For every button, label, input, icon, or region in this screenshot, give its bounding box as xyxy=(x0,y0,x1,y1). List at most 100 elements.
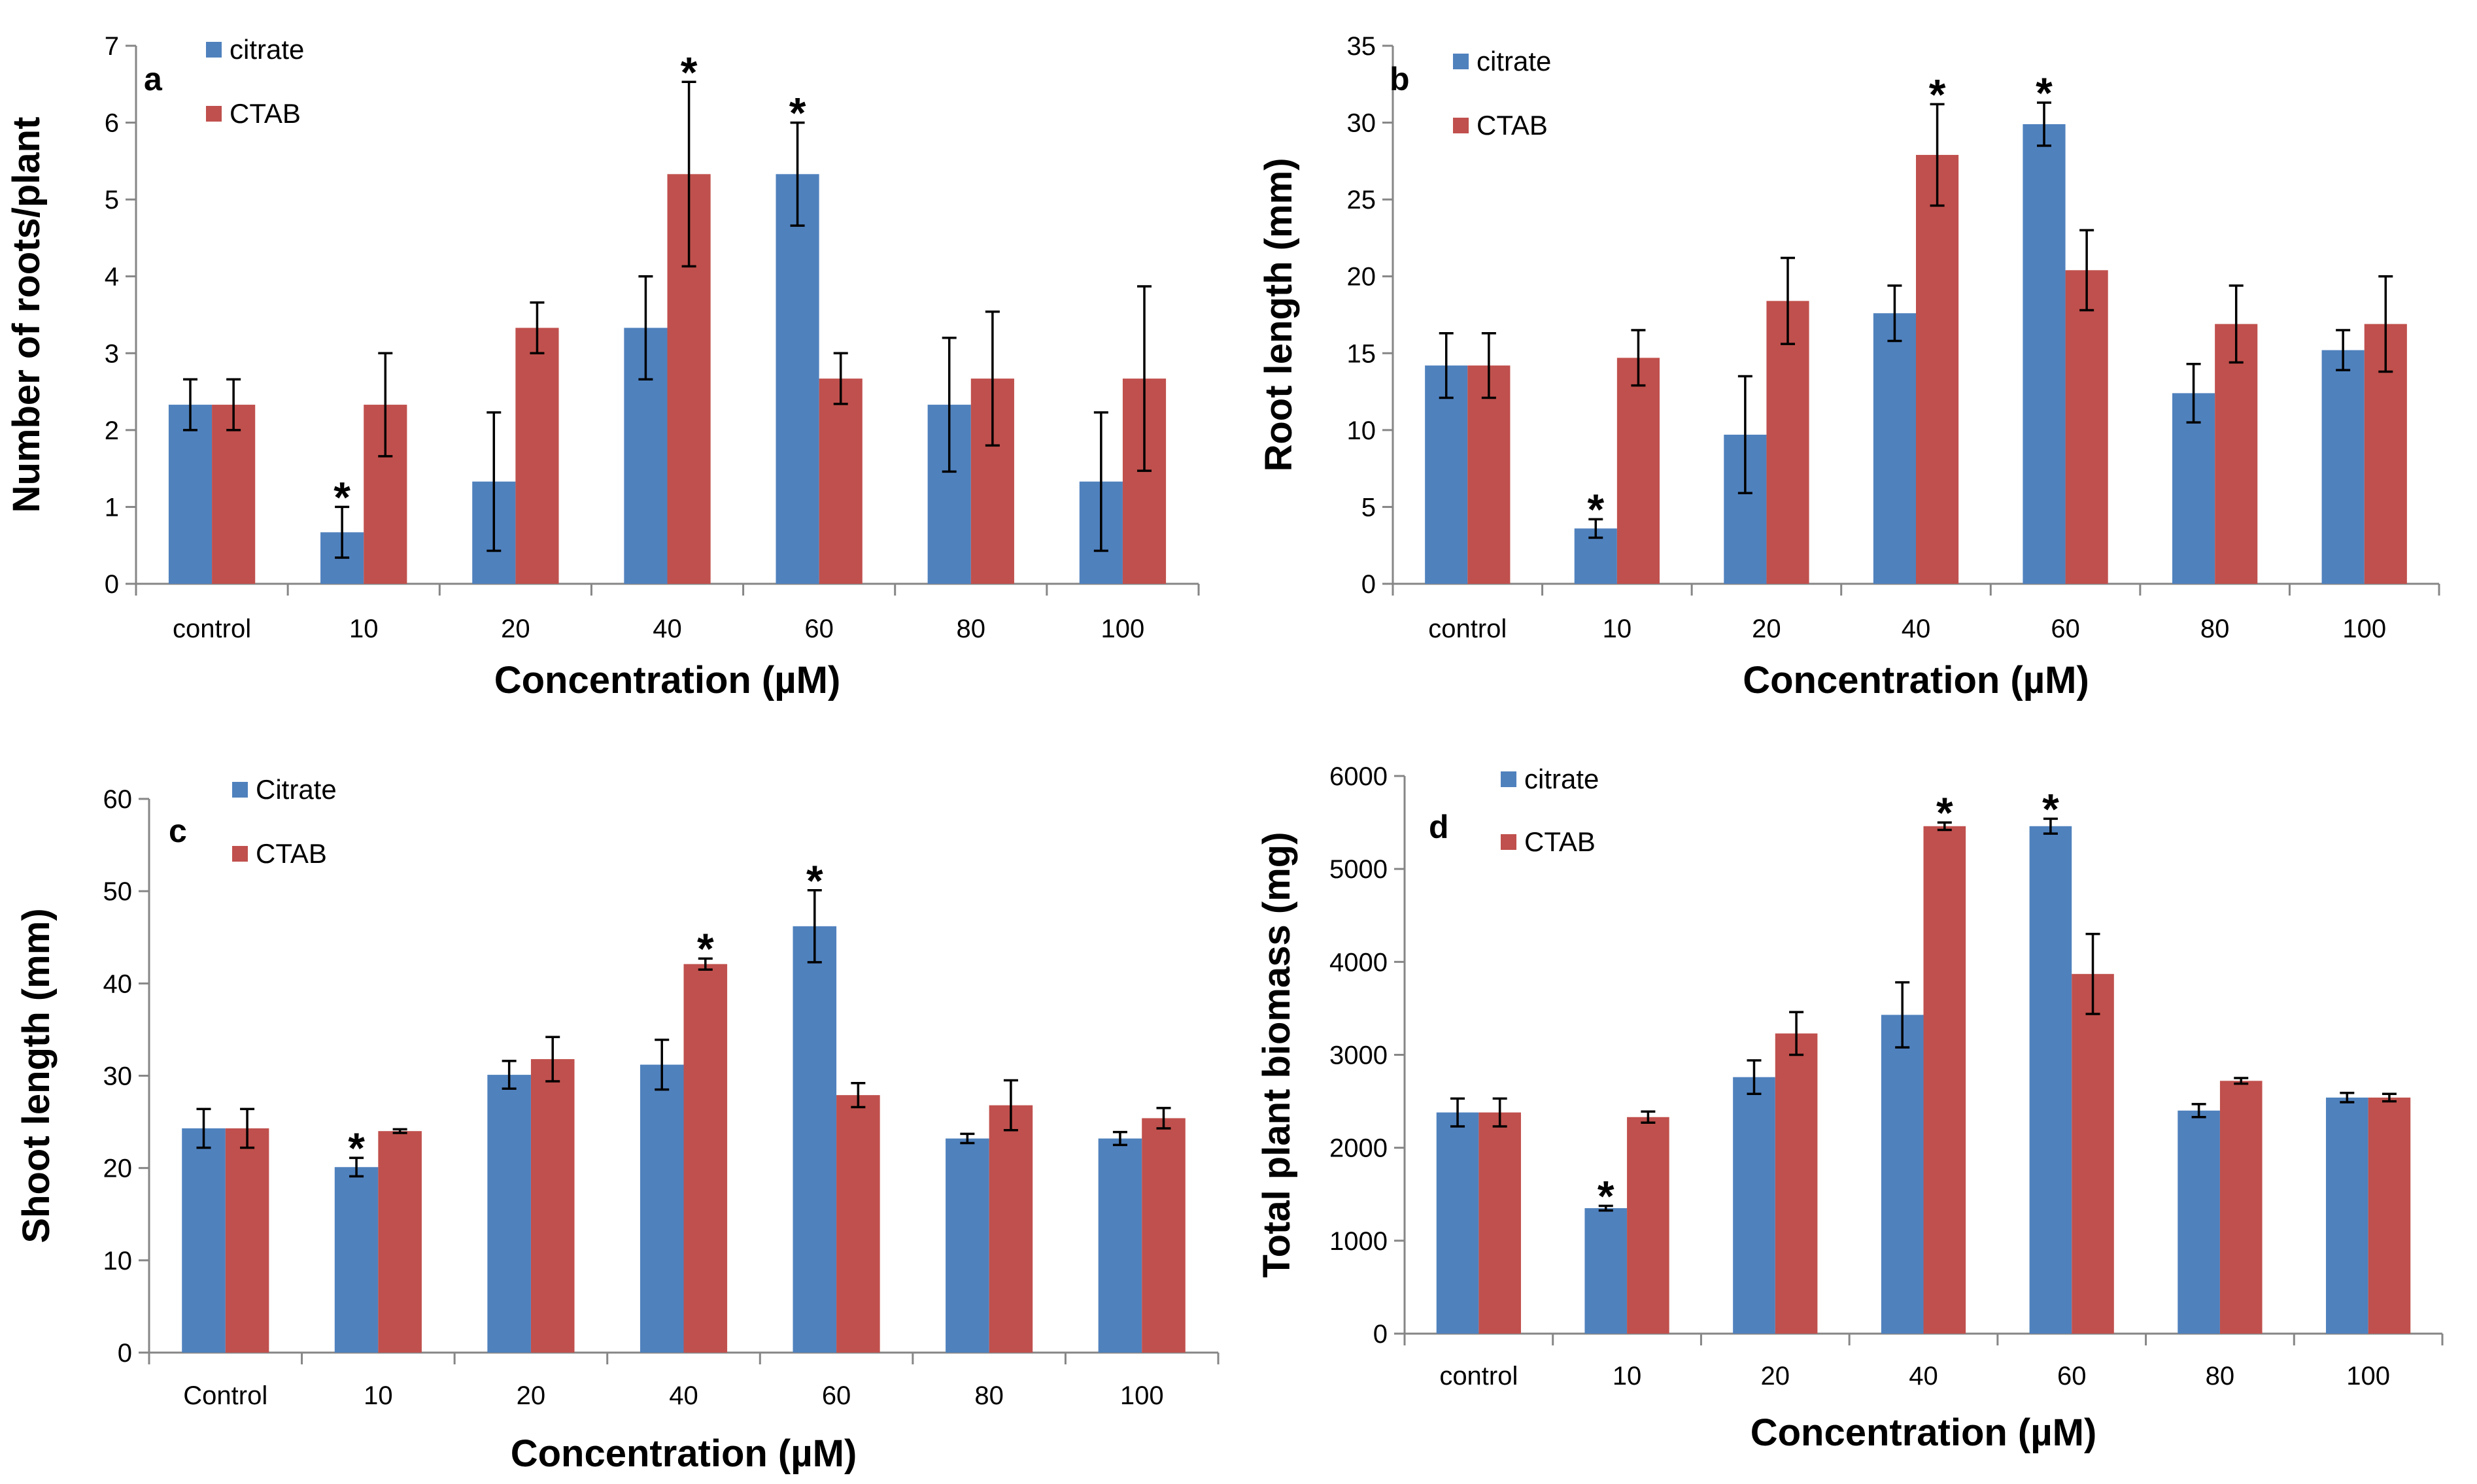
error-bar xyxy=(655,1038,670,1091)
bar-citrate-40 xyxy=(640,1064,684,1353)
bar-citrate-control xyxy=(168,405,213,584)
error-bar xyxy=(392,1128,407,1134)
chart-panel-a: 0 1 2 3 4 5 6 7 control 10 20 40 60 80 100 * * * a citrate C… xyxy=(5,32,1200,701)
bar-citrate-60 xyxy=(2029,826,2072,1334)
legend-swatch xyxy=(232,782,248,798)
error-bar xyxy=(487,411,502,552)
x-tick-label: 20 xyxy=(501,615,530,643)
bar-citrate-10 xyxy=(1584,1208,1628,1334)
x-tick-label: 20 xyxy=(1752,615,1781,643)
x-tick-label: 60 xyxy=(2051,615,2080,643)
y-axis-title: Root length (mm) xyxy=(1257,158,1300,471)
error-bar xyxy=(833,352,848,405)
x-tick-label: control xyxy=(1428,615,1507,643)
bar-citrate-60 xyxy=(776,174,819,584)
significance-star: * xyxy=(1587,485,1604,533)
error-bar xyxy=(1887,284,1902,343)
error-bar xyxy=(1895,981,1910,1049)
bar-ctab-60 xyxy=(2072,973,2114,1334)
y-tick-label: 4000 xyxy=(1329,948,1388,977)
error-bar xyxy=(2043,817,2058,835)
legend-label: CTAB xyxy=(230,98,301,129)
bar-citrate-100 xyxy=(2321,350,2365,584)
x-tick-label: 10 xyxy=(1613,1362,1642,1391)
x-axis-title: Concentration (µM) xyxy=(494,659,841,701)
x-tick-label: 20 xyxy=(517,1381,546,1410)
chart-panel-d: 0 1000 2000 3000 4000 5000 6000 control 10 20 40 60… xyxy=(1256,762,2444,1454)
y-tick-label: 35 xyxy=(1347,32,1376,61)
x-axis-title: Concentration (µM) xyxy=(1751,1411,2097,1454)
x-tick-label: 10 xyxy=(1603,615,1632,643)
error-bar xyxy=(2382,1092,2397,1103)
bar-citrate-80 xyxy=(946,1138,989,1353)
y-tick-label: 6000 xyxy=(1329,762,1388,791)
x-tick-label: 20 xyxy=(1761,1362,1790,1391)
error-bar xyxy=(1450,1097,1465,1128)
error-bar xyxy=(1093,411,1108,552)
significance-star: * xyxy=(348,1124,365,1172)
y-tick-label: 30 xyxy=(1347,109,1376,138)
y-tick-label: 30 xyxy=(103,1062,133,1091)
bar-citrate-80 xyxy=(2178,1110,2220,1334)
error-bar xyxy=(1789,1011,1804,1056)
x-tick-label: 100 xyxy=(1101,615,1145,643)
bar-ctab-40 xyxy=(683,964,728,1353)
bar-ctab-control xyxy=(225,1128,269,1353)
y-tick-label: 25 xyxy=(1347,186,1376,214)
error-bar xyxy=(851,1082,866,1109)
error-bar xyxy=(378,352,393,458)
bar-citrate-control xyxy=(1425,365,1468,584)
legend-swatch xyxy=(206,106,222,122)
legend-swatch xyxy=(1453,54,1469,69)
significance-star: * xyxy=(806,856,823,905)
bar-ctab-80 xyxy=(989,1105,1033,1353)
error-bar xyxy=(681,80,696,268)
significance-star: * xyxy=(681,48,698,96)
y-tick-label: 2000 xyxy=(1329,1134,1388,1163)
error-bar xyxy=(2378,275,2393,373)
error-bar xyxy=(1439,331,1454,399)
error-bar xyxy=(2186,362,2201,424)
bar-ctab-40 xyxy=(1923,826,1966,1334)
panel-letter: b xyxy=(1390,61,1410,97)
x-tick-label: 80 xyxy=(2206,1362,2235,1391)
error-bar xyxy=(2340,1092,2355,1104)
x-tick-label: 80 xyxy=(957,615,986,643)
y-tick-label: 10 xyxy=(1347,416,1376,445)
error-bar xyxy=(1481,331,1496,399)
y-tick-label: 40 xyxy=(103,970,133,998)
x-tick-label: 10 xyxy=(364,1381,393,1410)
x-tick-label: 60 xyxy=(822,1381,851,1410)
bar-citrate-60 xyxy=(2023,124,2066,584)
error-bar xyxy=(1492,1097,1507,1128)
error-bar xyxy=(698,957,713,971)
legend-entry-ctab: CTAB xyxy=(232,838,327,869)
y-tick-label: 50 xyxy=(103,877,133,906)
error-bar xyxy=(2079,229,2094,312)
x-axis-title: Concentration (µM) xyxy=(1743,659,2089,701)
bar-citrate-10 xyxy=(334,1167,379,1353)
bar-ctab-control xyxy=(1467,365,1511,584)
error-bar xyxy=(2191,1103,2206,1119)
error-bar xyxy=(1588,518,1603,539)
x-tick-label: 80 xyxy=(974,1381,1004,1410)
panel-letter: a xyxy=(144,61,163,97)
chart-panel-b: 0 5 10 15 20 25 30 35 control 10 20 40 60 80 100 * * * b ci… xyxy=(1257,32,2440,701)
y-tick-label: 0 xyxy=(1373,1320,1388,1349)
x-tick-label: 40 xyxy=(669,1381,698,1410)
bar-ctab-control xyxy=(212,405,256,584)
y-tick-label: 10 xyxy=(103,1247,133,1275)
y-tick-label: 15 xyxy=(1347,339,1376,368)
error-bar xyxy=(1930,103,1945,207)
x-tick-label: 40 xyxy=(653,615,682,643)
significance-star: * xyxy=(2042,784,2059,833)
bar-citrate-100 xyxy=(1098,1138,1142,1353)
x-tick-label: 80 xyxy=(2200,615,2230,643)
legend-swatch xyxy=(1501,771,1516,787)
x-tick-label: 10 xyxy=(349,615,379,643)
y-axis-title: Total plant biomass (mg) xyxy=(1256,832,1298,1277)
error-bar xyxy=(790,121,805,227)
x-tick-label: 100 xyxy=(2342,615,2386,643)
error-bar xyxy=(1737,375,1752,495)
